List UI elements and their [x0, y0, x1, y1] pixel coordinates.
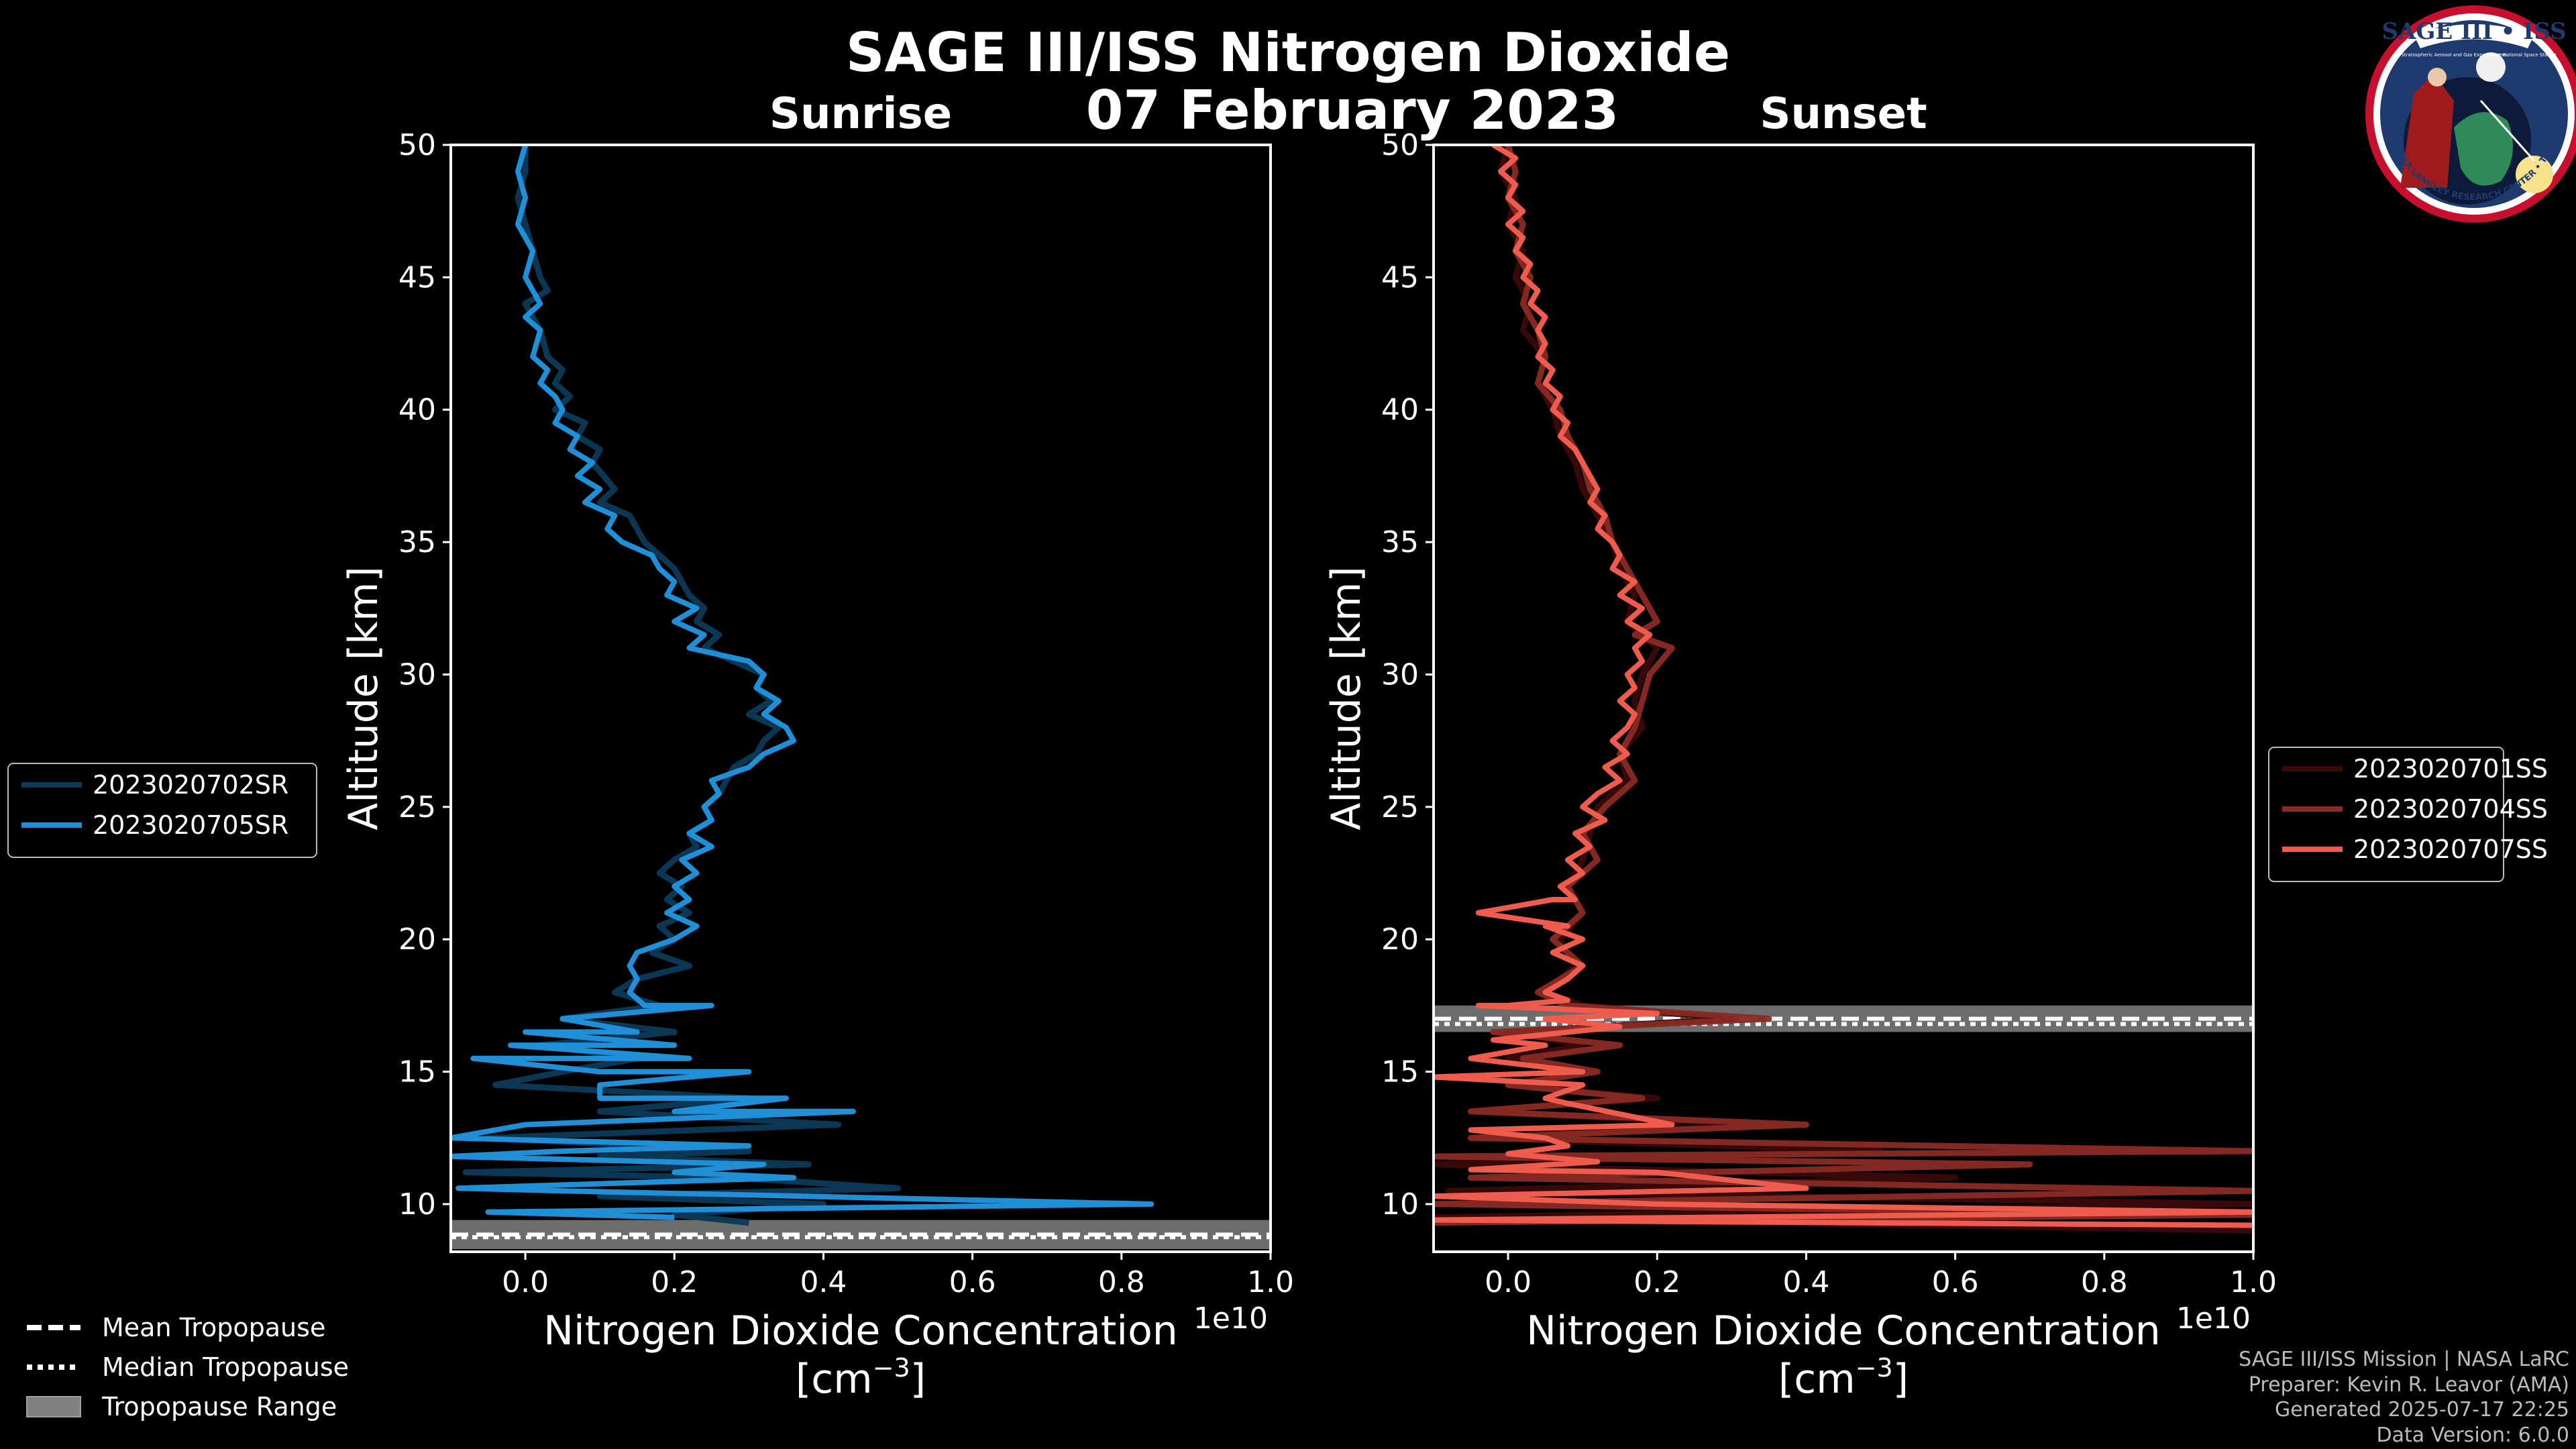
sunrise-x-tick-label: 1.0 — [1247, 1265, 1294, 1299]
sunset-legend-label: 2023020707SS — [2353, 835, 2548, 864]
sunset-y-tick-label: 30 — [1381, 657, 1419, 692]
sunset-y-tick-label: 45 — [1381, 260, 1419, 294]
sunrise-y-tick-label: 30 — [398, 657, 436, 692]
tropopause-range-swatch — [26, 1396, 81, 1417]
sunset-legend-label: 2023020701SS — [2353, 754, 2548, 784]
sunrise-y-tick-label: 25 — [398, 790, 436, 824]
sunset-x-axis-ticks: 0.0 0.2 0.4 0.6 0.8 1.0 — [1485, 1252, 2277, 1299]
sunset-profile-lines — [1434, 145, 2253, 1234]
sunrise-x-offset-text: 1e10 — [1193, 1301, 1268, 1336]
sunrise-x-tick-label: 0.0 — [502, 1265, 549, 1299]
sunrise-y-tick-label: 40 — [398, 393, 436, 427]
sunset-x-axis-label: Nitrogen Dioxide Concentration — [1526, 1307, 2161, 1354]
chart-title: SAGE III/ISS Nitrogen Dioxide — [846, 21, 1730, 84]
sunset-y-tick-label: 15 — [1381, 1055, 1419, 1089]
sunset-y-tick-label: 40 — [1381, 393, 1419, 427]
sunset-x-tick-label: 0.4 — [1782, 1265, 1829, 1299]
sunset-y-axis-label: Altitude [km] — [1323, 566, 1370, 830]
sunrise-profile-lines — [451, 145, 1155, 1226]
sunrise-legend-label: 2023020705SR — [93, 810, 288, 840]
credits: SAGE III/ISS Mission | NASA LaRC Prepare… — [2239, 1348, 2569, 1447]
sunset-x-tick-label: 0.6 — [1932, 1265, 1979, 1299]
sunrise-panel-title: Sunrise — [769, 89, 952, 139]
sunrise-y-tick-label: 45 — [398, 260, 436, 294]
logo-sub-text-left: Stratospheric Aerosol and Gas Experiment… — [2401, 52, 2506, 58]
sunrise-x-axis-unit: [cm−3] — [796, 1353, 926, 1403]
sunrise-y-tick-label: 15 — [398, 1055, 436, 1089]
sunrise-y-tick-label: 10 — [398, 1187, 436, 1222]
chart-date: 07 February 2023 — [1086, 79, 1619, 142]
sunrise-y-tick-label: 50 — [398, 128, 436, 162]
sunset-panel-title: Sunset — [1760, 89, 1927, 139]
sunset-y-tick-label: 50 — [1381, 128, 1419, 162]
median-tropopause-label: Median Tropopause — [102, 1352, 349, 1382]
sage-iii-iss-logo: SAGE III • ISS Stratospheric Aerosol and… — [2365, 5, 2576, 223]
sunset-x-tick-label: 0.8 — [2081, 1265, 2128, 1299]
credit-line-mission: SAGE III/ISS Mission | NASA LaRC — [2239, 1348, 2569, 1371]
sunset-x-tick-label: 0.2 — [1633, 1265, 1680, 1299]
sunrise-y-tick-label: 20 — [398, 922, 436, 957]
mean-tropopause-label: Mean Tropopause — [102, 1313, 325, 1342]
sunrise-x-tick-label: 0.2 — [651, 1265, 698, 1299]
credit-line-version: Data Version: 6.0.0 — [2377, 1424, 2569, 1447]
sunrise-x-tick-label: 0.4 — [800, 1265, 847, 1299]
sunset-x-axis-unit: [cm−3] — [1778, 1353, 1909, 1403]
credit-line-preparer: Preparer: Kevin R. Leavor (AMA) — [2249, 1373, 2569, 1397]
sunset-x-offset-text: 1e10 — [2176, 1301, 2251, 1336]
logo-top-text: SAGE III • ISS — [2381, 18, 2566, 45]
logo-sub-text-right: International Space Station — [2492, 52, 2556, 58]
sunrise-y-axis-label: Altitude [km] — [340, 566, 387, 830]
sunset-series-2023020707SS — [1434, 145, 2253, 1228]
sunset-y-axis-ticks: 10 15 20 25 30 35 40 45 50 — [1381, 128, 1434, 1222]
sunset-legend: 2023020701SS 2023020704SS 2023020707SS — [2268, 747, 2548, 882]
sunrise-legend-box — [7, 763, 317, 858]
sunset-y-tick-label: 20 — [1381, 922, 1419, 957]
sunset-legend-label: 2023020704SS — [2353, 794, 2548, 824]
sunset-y-tick-label: 35 — [1381, 525, 1419, 559]
tropopause-range-label: Tropopause Range — [101, 1392, 337, 1421]
sunrise-y-axis-ticks: 10 15 20 25 30 35 40 45 50 — [398, 128, 451, 1222]
sunrise-series-2023020705SR — [451, 145, 1155, 1220]
sunrise-x-axis-label: Nitrogen Dioxide Concentration — [543, 1307, 1178, 1354]
sunrise-plot-frame — [449, 144, 1272, 1253]
sunrise-legend: 2023020702SR 2023020705SR — [7, 763, 317, 858]
sunset-x-tick-label: 0.0 — [1485, 1265, 1532, 1299]
sunrise-legend-label: 2023020702SR — [93, 770, 288, 800]
tropopause-legend: Mean Tropopause Median Tropopause Tropop… — [26, 1313, 349, 1421]
sunset-series-2023020704SS — [1434, 145, 2253, 1226]
sunset-y-tick-label: 25 — [1381, 790, 1419, 824]
credit-line-generated: Generated 2025-07-17 22:25 — [2275, 1398, 2569, 1421]
sunrise-y-tick-label: 35 — [398, 525, 436, 559]
sunset-x-tick-label: 1.0 — [2230, 1265, 2277, 1299]
sunrise-tropopause-markers — [451, 1220, 1271, 1250]
sunrise-x-tick-label: 0.8 — [1098, 1265, 1145, 1299]
sunset-plot-frame — [1432, 144, 2255, 1253]
sunset-y-tick-label: 10 — [1381, 1187, 1419, 1222]
sunrise-x-axis-ticks: 0.0 0.2 0.4 0.6 0.8 1.0 — [502, 1252, 1294, 1299]
sunrise-x-tick-label: 0.6 — [949, 1265, 996, 1299]
